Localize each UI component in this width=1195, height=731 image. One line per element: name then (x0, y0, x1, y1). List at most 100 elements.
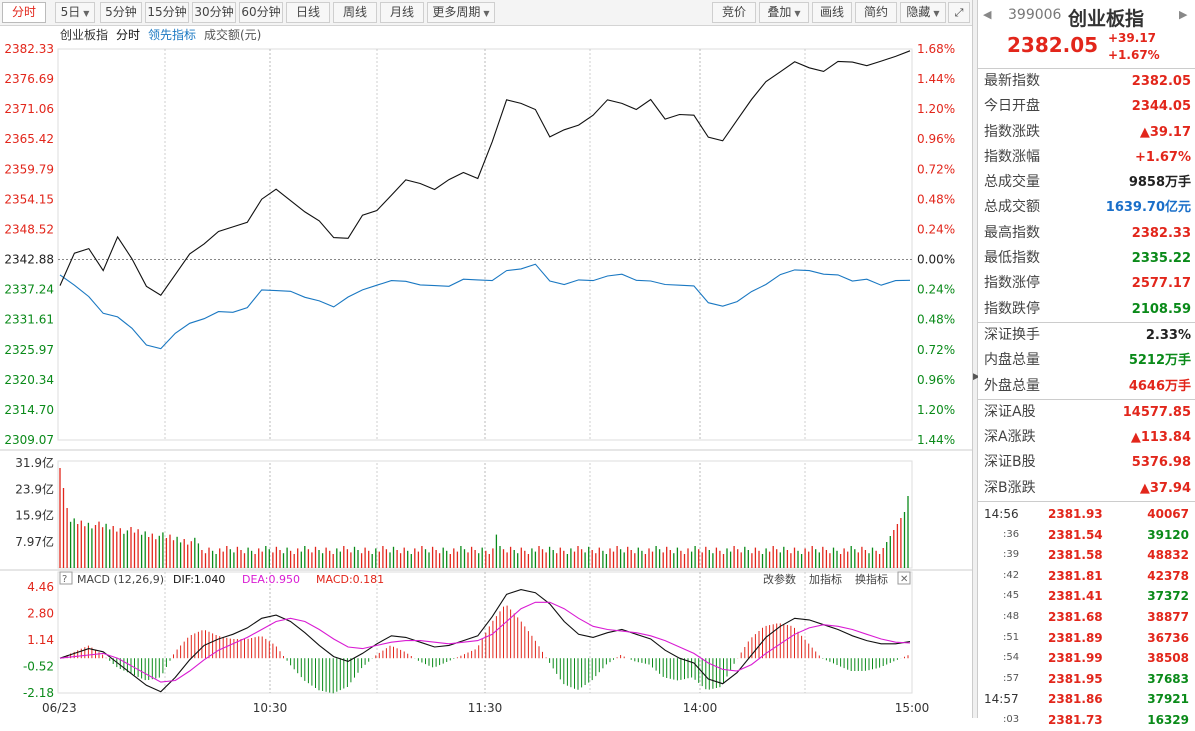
stat-value: 1639.70亿元 (1105, 200, 1191, 216)
close-icon-glyph: ✕ (900, 574, 908, 585)
tick-row: :54 2381.99 38508 (978, 648, 1195, 669)
tab-monthly[interactable]: 月线 (380, 2, 424, 23)
price-axis: 2382.33 2376.69 2371.06 2365.42 2359.79 2354.… (4, 42, 54, 447)
pct-tick: 0.48% (917, 192, 955, 206)
stat-row: 深证A股 14577.85 (978, 400, 1195, 425)
draw-button[interactable]: 画线 (812, 2, 852, 23)
time-axis: 06/23 10:30 11:30 14:00 15:00 (42, 701, 929, 715)
stat-value: +1.67% (1135, 149, 1191, 165)
tab-60min[interactable]: 60分钟 (239, 2, 283, 23)
price-tick: 2314.70 (4, 403, 54, 417)
hide-label: 隐藏 (906, 5, 931, 19)
tick-volume: 39120 (1147, 527, 1189, 542)
macd-tick: -0.52 (23, 660, 54, 674)
stat-label: 指数涨停 (984, 275, 1040, 292)
macd-value: MACD:0.181 (316, 573, 384, 586)
current-price: 2382.05 (1007, 33, 1099, 57)
tick-price: 2381.95 (1048, 671, 1103, 686)
tab-weekly[interactable]: 周线 (333, 2, 377, 23)
swap-indicator-button[interactable]: 换指标 (855, 572, 888, 586)
time-tick: 15:00 (895, 701, 930, 715)
price-tick: 2309.07 (4, 433, 54, 447)
tab-daily[interactable]: 日线 (286, 2, 330, 23)
price-change: +39.17 (1108, 31, 1157, 45)
stat-label: 最低指数 (984, 250, 1040, 267)
price-tick: 2325.97 (4, 343, 54, 357)
time-tick: 10:30 (253, 701, 288, 715)
stat-value: 2577.17 (1131, 276, 1191, 292)
overlay-button[interactable]: 叠加 ▼ (759, 2, 809, 23)
macd-dif-line (59, 589, 911, 693)
help-icon-glyph: ? (62, 574, 67, 585)
tab-intraday[interactable]: 分时 (2, 2, 46, 23)
macd-tick: 2.80 (27, 607, 54, 621)
stat-label: 总成交量 (984, 174, 1040, 191)
stat-row: 最低指数 2335.22 (978, 246, 1195, 271)
tick-time: :36 (1003, 528, 1020, 540)
collapse-arrow-icon[interactable]: ▶ (973, 372, 980, 382)
pct-axis: 1.68% 1.44% 1.20% 0.96% 0.72% 0.48% 0.24% 0.00%… (917, 42, 955, 447)
tick-volume: 38877 (1147, 610, 1189, 625)
tab-more-label: 更多周期 (432, 5, 481, 19)
tick-row: 14:56 2381.93 40067 (978, 504, 1195, 525)
stat-row: 深B涨跌 ▲37.94 (978, 476, 1195, 501)
stat-value: 2382.05 (1131, 74, 1191, 89)
tick-volume: 48832 (1147, 548, 1189, 563)
volume-tick: 23.9亿 (15, 481, 54, 496)
fullscreen-icon[interactable]: ⤢ (948, 2, 970, 23)
tick-price: 2381.89 (1048, 630, 1103, 645)
macd-dea: DEA:0.950 (242, 573, 300, 586)
board-stats: 深证A股 14577.85 深A涨跌 ▲113.84 深证B股 5376.98 深B涨跌 ▲3… (978, 400, 1195, 503)
tab-5day-label: 5日 (60, 5, 81, 19)
price-tick: 2376.69 (4, 72, 54, 86)
tab-15min[interactable]: 15分钟 (145, 2, 189, 23)
stat-label: 深证A股 (984, 403, 1036, 420)
tab-more-periods[interactable]: 更多周期 ▼ (427, 2, 495, 23)
help-icon[interactable] (59, 571, 73, 585)
tick-volume: 37921 (1147, 692, 1189, 707)
index-stats: 最新指数 2382.05 今日开盘 2344.05 指数涨跌 ▲39.17 指数涨幅 +1.6… (978, 69, 1195, 323)
tab-5day[interactable]: 5日 ▼ (55, 2, 95, 23)
stat-value: 2.33% (1145, 327, 1191, 343)
legend-amount: 成交额(元) (204, 27, 261, 42)
index-price-line (59, 50, 911, 296)
pct-tick: 1.44% (917, 72, 955, 86)
macd-dea-line (59, 601, 911, 683)
hide-button[interactable]: 隐藏 ▼ (900, 2, 946, 23)
stat-label: 深A涨跌 (984, 429, 1036, 446)
prev-arrow-icon[interactable]: ◀ (983, 8, 992, 21)
simple-button[interactable]: 简约 (855, 2, 897, 23)
next-arrow-icon[interactable]: ▶ (1179, 8, 1188, 21)
tab-30min[interactable]: 30分钟 (192, 2, 236, 23)
tick-row: :45 2381.41 37372 (978, 586, 1195, 607)
price-tick: 2382.33 (4, 42, 54, 56)
stat-label: 总成交额 (984, 199, 1040, 216)
volume-bars (59, 468, 909, 568)
stat-value: 4646万手 (1128, 378, 1191, 394)
tick-volume: 37683 (1147, 671, 1189, 686)
change-param-button[interactable]: 改参数 (763, 572, 796, 586)
chevron-down-icon: ▼ (933, 9, 940, 18)
tick-row: :39 2381.58 48832 (978, 545, 1195, 566)
pct-tick: 0.24% (917, 222, 955, 236)
add-indicator-button[interactable]: 加指标 (809, 572, 842, 586)
macd-bars (63, 605, 909, 694)
index-name: 创业板指 (1068, 8, 1145, 30)
auction-button[interactable]: 竞价 (712, 2, 756, 23)
panel-splitter[interactable]: ▶ (972, 0, 980, 718)
stat-row: 深A涨跌 ▲113.84 (978, 425, 1195, 450)
tick-row: :42 2381.81 42378 (978, 566, 1195, 587)
macd-axis: 4.46 2.80 1.14 -0.52 -2.18 (23, 580, 54, 700)
tick-price: 2381.81 (1048, 568, 1103, 583)
tab-5min[interactable]: 5分钟 (100, 2, 142, 23)
intraday-chart[interactable]: 创业板指 分时 领先指标 成交额(元) 2382.33 2376.69 2371.0… (0, 26, 972, 718)
close-icon[interactable] (897, 571, 911, 585)
stat-row: 指数跌停 2108.59 (978, 297, 1195, 322)
tick-price: 2381.93 (1048, 507, 1103, 522)
pct-tick: 1.20% (917, 102, 955, 116)
stat-label: 最高指数 (984, 224, 1040, 241)
tick-time: :45 (1003, 590, 1020, 602)
price-tick: 2342.88 (4, 253, 54, 267)
stat-label: 指数涨幅 (984, 148, 1040, 165)
tick-time: :03 (1003, 713, 1020, 725)
